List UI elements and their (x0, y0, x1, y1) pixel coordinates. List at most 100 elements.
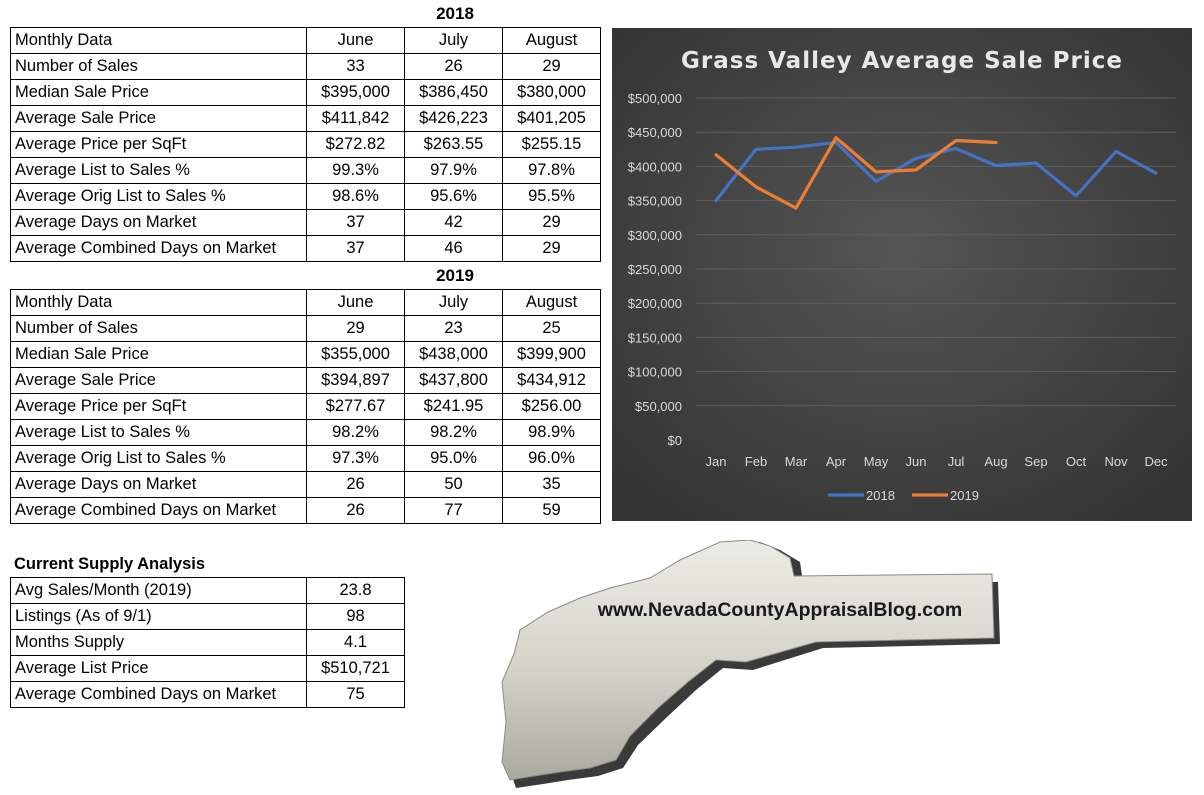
table-row: Average Orig List to Sales %98.6%95.6%95… (11, 184, 601, 210)
y-tick-label: $250,000 (628, 262, 682, 277)
legend-label: 2019 (950, 488, 979, 503)
legend-label: 2018 (866, 488, 895, 503)
value-cell: 29 (503, 54, 601, 80)
value-cell: 59 (503, 498, 601, 524)
value-cell: 95.6% (405, 184, 503, 210)
value-cell: $395,000 (307, 80, 405, 106)
table-row: Average Orig List to Sales %97.3%95.0%96… (11, 446, 601, 472)
y-tick-label: $500,000 (628, 91, 682, 106)
y-tick-label: $350,000 (628, 194, 682, 209)
value-cell: 35 (503, 472, 601, 498)
value-cell: $263.55 (405, 132, 503, 158)
row-label-cell: Average Days on Market (11, 210, 307, 236)
value-cell: 29 (307, 316, 405, 342)
table-row: Average Sale Price$411,842$426,223$401,2… (11, 106, 601, 132)
value-cell: $401,205 (503, 106, 601, 132)
value-cell: $241.95 (405, 394, 503, 420)
value-cell: 95.5% (503, 184, 601, 210)
table-2018-title: 2018 (300, 4, 610, 24)
value-cell: $399,900 (503, 342, 601, 368)
value-cell: 25 (503, 316, 601, 342)
x-tick-label: Jun (906, 454, 927, 469)
value-cell: $256.00 (503, 394, 601, 420)
y-tick-label: $300,000 (628, 228, 682, 243)
y-tick-label: $100,000 (628, 365, 682, 380)
value-cell: 37 (307, 210, 405, 236)
value-cell: 26 (307, 472, 405, 498)
row-label-cell: Number of Sales (11, 316, 307, 342)
value-cell: $380,000 (503, 80, 601, 106)
value-cell: 4.1 (307, 630, 405, 656)
row-label-cell: Average Sale Price (11, 106, 307, 132)
value-cell: $438,000 (405, 342, 503, 368)
row-label-cell: Median Sale Price (11, 342, 307, 368)
row-label-cell: Average Combined Days on Market (11, 236, 307, 262)
value-cell: 23.8 (307, 578, 405, 604)
value-cell: $394,897 (307, 368, 405, 394)
value-cell: $386,450 (405, 80, 503, 106)
row-label-cell: Average Price per SqFt (11, 132, 307, 158)
value-cell: 98.9% (503, 420, 601, 446)
x-tick-label: Feb (745, 454, 767, 469)
value-cell: June (307, 290, 405, 316)
value-cell: 29 (503, 210, 601, 236)
value-cell: 96.0% (503, 446, 601, 472)
value-cell: 98.6% (307, 184, 405, 210)
value-cell: $277.67 (307, 394, 405, 420)
table-row: Avg Sales/Month (2019)23.8 (11, 578, 405, 604)
value-cell: 42 (405, 210, 503, 236)
row-label-cell: Monthly Data (11, 290, 307, 316)
row-label-cell: Number of Sales (11, 54, 307, 80)
x-tick-label: Dec (1144, 454, 1168, 469)
value-cell: 97.8% (503, 158, 601, 184)
chart-background (612, 28, 1192, 521)
nevada-county-logo: www.NevadaCountyAppraisalBlog.com (498, 540, 1008, 790)
value-cell: 77 (405, 498, 503, 524)
value-cell: $434,912 (503, 368, 601, 394)
value-cell: 95.0% (405, 446, 503, 472)
table-row: Listings (As of 9/1)98 (11, 604, 405, 630)
value-cell: $272.82 (307, 132, 405, 158)
value-cell: 97.3% (307, 446, 405, 472)
table-row: Average List to Sales %99.3%97.9%97.8% (11, 158, 601, 184)
value-cell: 23 (405, 316, 503, 342)
value-cell: 99.3% (307, 158, 405, 184)
value-cell: 50 (405, 472, 503, 498)
table-2019-title: 2019 (300, 266, 610, 286)
table-row: Average Price per SqFt$277.67$241.95$256… (11, 394, 601, 420)
value-cell: 98.2% (307, 420, 405, 446)
x-tick-label: Apr (826, 454, 847, 469)
row-label-cell: Average Orig List to Sales % (11, 184, 307, 210)
y-tick-label: $200,000 (628, 296, 682, 311)
value-cell: 97.9% (405, 158, 503, 184)
y-tick-label: $0 (668, 433, 682, 448)
value-cell: 26 (307, 498, 405, 524)
county-shape (502, 540, 994, 780)
value-cell: $355,000 (307, 342, 405, 368)
y-tick-label: $450,000 (628, 125, 682, 140)
table-row: Median Sale Price$395,000$386,450$380,00… (11, 80, 601, 106)
x-tick-label: Nov (1104, 454, 1128, 469)
x-tick-label: Sep (1024, 454, 1047, 469)
value-cell: 98.2% (405, 420, 503, 446)
row-label-cell: Average Sale Price (11, 368, 307, 394)
row-label-cell: Months Supply (11, 630, 307, 656)
value-cell: $510,721 (307, 656, 405, 682)
row-label-cell: Median Sale Price (11, 80, 307, 106)
row-label-cell: Average Combined Days on Market (11, 682, 307, 708)
row-label-cell: Average Combined Days on Market (11, 498, 307, 524)
row-label-cell: Average List to Sales % (11, 158, 307, 184)
value-cell: $437,800 (405, 368, 503, 394)
average-sale-price-chart: Grass Valley Average Sale Price $0$50,00… (612, 28, 1192, 521)
value-cell: June (307, 28, 405, 54)
value-cell: 29 (503, 236, 601, 262)
row-label-cell: Average Orig List to Sales % (11, 446, 307, 472)
value-cell: $255.15 (503, 132, 601, 158)
